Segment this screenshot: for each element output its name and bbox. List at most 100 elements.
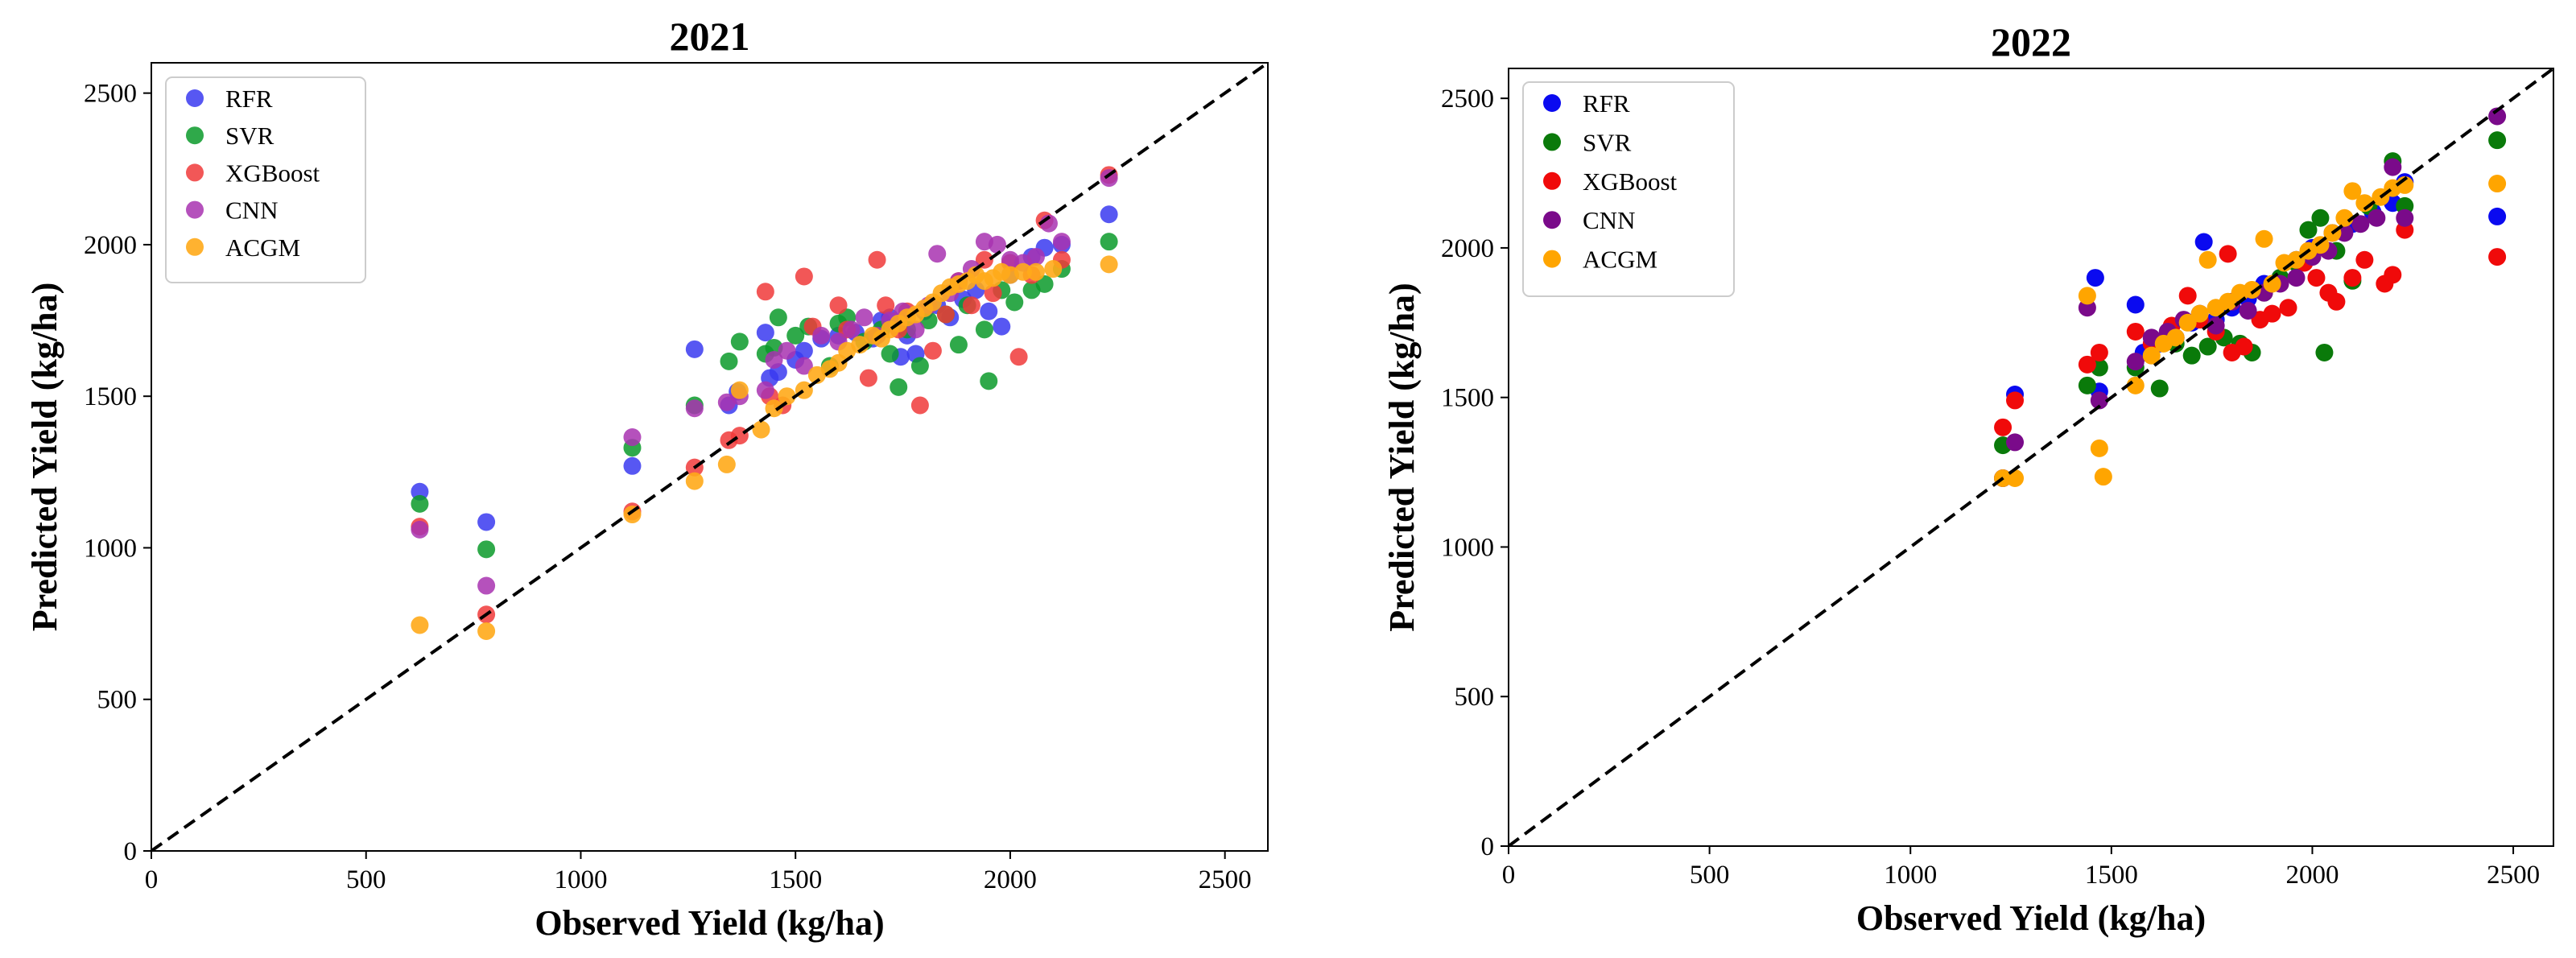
data-point: [778, 341, 796, 360]
points-layer: [1994, 107, 2507, 488]
series-xgboost: [1994, 221, 2507, 436]
data-point: [1044, 260, 1063, 279]
data-point: [623, 428, 642, 447]
x-tick-label: 500: [1690, 861, 1730, 890]
data-point: [2194, 233, 2213, 251]
one-to-one-line: [1509, 68, 2553, 846]
legend: RFR SVR XGBoost CNN ACGM: [165, 76, 366, 283]
data-point: [2351, 215, 2370, 233]
data-point: [2190, 304, 2209, 323]
data-point: [756, 283, 774, 301]
legend-box: [1522, 81, 1735, 297]
data-point: [2384, 266, 2402, 284]
y-tick-label: 500: [1455, 683, 1495, 712]
legend-box: [165, 76, 366, 283]
data-point: [949, 336, 968, 354]
data-point: [477, 576, 496, 595]
legend-marker: [1543, 250, 1561, 268]
chart-title: 2022: [1991, 19, 2071, 64]
points-layer: [411, 166, 1118, 641]
data-point: [2488, 175, 2507, 193]
legend-marker: [186, 89, 204, 107]
data-point: [786, 326, 805, 345]
y-tick-label: 1000: [1441, 533, 1494, 562]
legend-label: SVR: [1583, 128, 1632, 156]
legend-marker: [186, 237, 204, 256]
data-point: [855, 308, 873, 327]
data-point: [980, 302, 998, 320]
legend-marker: [1543, 171, 1561, 190]
data-point: [730, 332, 749, 351]
data-point: [2287, 269, 2306, 287]
legend-label: RFR: [225, 85, 273, 113]
data-point: [2243, 280, 2261, 299]
data-point: [2235, 337, 2253, 356]
x-axis-label: Observed Yield (kg/ha): [535, 903, 884, 943]
x-tick-label: 1500: [2085, 861, 2138, 890]
data-point: [2255, 229, 2273, 248]
data-point: [2488, 248, 2507, 266]
one-to-one-line: [151, 63, 1268, 851]
legend-marker: [1543, 94, 1561, 112]
legend-label: XGBoost: [225, 159, 320, 187]
data-point: [2178, 313, 2197, 332]
data-point: [2488, 207, 2507, 225]
data-point: [2311, 209, 2330, 227]
x-tick-label: 2000: [984, 865, 1037, 894]
data-point: [778, 387, 796, 406]
data-point: [1026, 262, 1045, 281]
data-point: [2335, 209, 2354, 227]
data-point: [1100, 205, 1118, 224]
data-point: [2078, 287, 2096, 305]
data-point: [752, 420, 770, 439]
data-point: [975, 320, 993, 339]
data-point: [2263, 304, 2281, 323]
x-tick-label: 500: [346, 865, 386, 894]
data-point: [720, 352, 738, 370]
data-point: [756, 381, 774, 399]
data-point: [829, 296, 848, 315]
data-point: [717, 455, 736, 473]
x-tick-label: 0: [145, 865, 159, 894]
data-point: [411, 494, 429, 513]
data-point: [993, 317, 1011, 336]
data-point: [2182, 346, 2201, 365]
legend-label: RFR: [1583, 89, 1630, 118]
data-point: [962, 296, 980, 315]
data-point: [2166, 328, 2185, 347]
data-point: [1026, 247, 1045, 266]
chart-2022: 2022 0 500 1000 1500 2000 2500 0 500 1000 1500 2000…: [1382, 19, 2554, 938]
data-point: [477, 513, 496, 531]
data-point: [2327, 292, 2346, 311]
data-point: [881, 345, 899, 363]
data-point: [2094, 468, 2112, 486]
data-point: [936, 305, 955, 324]
legend-label: SVR: [225, 122, 275, 150]
data-point: [477, 540, 496, 559]
legend-label: CNN: [1583, 206, 1635, 234]
data-point: [623, 456, 642, 475]
x-tick-label: 1000: [1884, 861, 1937, 890]
y-axis-label: Predicted Yield (kg/ha): [25, 283, 64, 631]
plot-frame: [151, 62, 1269, 852]
data-point: [2368, 209, 2386, 227]
x-tick-label: 2500: [2487, 861, 2540, 890]
data-point: [923, 341, 942, 360]
data-point: [1994, 418, 2013, 436]
data-point: [1100, 233, 1118, 251]
data-point: [2126, 295, 2145, 314]
data-point: [2219, 292, 2237, 311]
data-point: [765, 351, 783, 370]
data-point: [928, 245, 947, 263]
legend-marker: [1543, 133, 1561, 151]
data-point: [2307, 269, 2326, 287]
x-tick-label: 0: [1502, 861, 1516, 890]
legend-marker: [186, 163, 204, 182]
legend-label: XGBoost: [1583, 167, 1678, 196]
data-point: [2279, 299, 2297, 317]
data-point: [2090, 439, 2108, 457]
legend-marker: [186, 126, 204, 145]
data-point: [1009, 348, 1028, 366]
legend: RFR SVR XGBoost CNN ACGM: [1522, 81, 1735, 297]
